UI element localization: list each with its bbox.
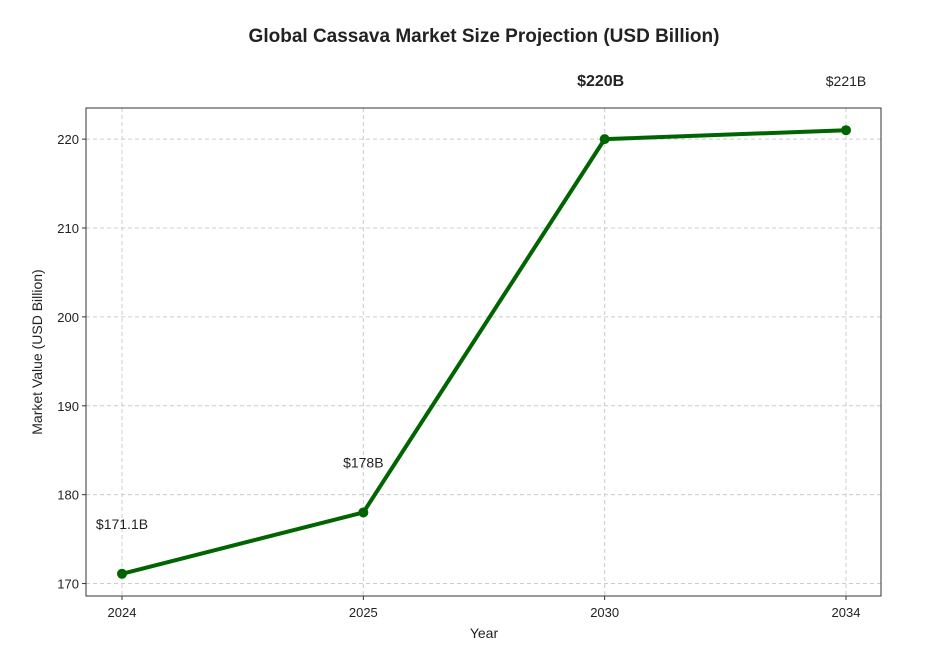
data-label: $221B <box>826 73 866 89</box>
y-tick-label: 190 <box>57 399 79 414</box>
y-tick-label: 170 <box>57 577 79 592</box>
x-tick-label: 2025 <box>349 605 378 620</box>
data-label: $171.1B <box>96 516 148 532</box>
y-tick-label: 220 <box>57 132 79 147</box>
x-axis: 2024 2025 2030 2034 <box>108 596 861 620</box>
x-tick-label: 2024 <box>108 605 137 620</box>
data-label: $178B <box>343 454 383 470</box>
x-tick-label: 2034 <box>832 605 861 620</box>
y-tick-label: 180 <box>57 488 79 503</box>
x-tick-label: 2030 <box>590 605 619 620</box>
y-axis: 170 180 190 200 210 220 <box>57 132 86 592</box>
data-point <box>358 507 369 518</box>
data-point <box>841 125 851 136</box>
data-point <box>117 568 127 579</box>
plot-frame <box>85 107 882 597</box>
y-tick-label: 210 <box>57 221 79 236</box>
data-label: $220B <box>577 73 624 90</box>
data-point <box>599 134 610 145</box>
chart-title: Global Cassava Market Size Projection (U… <box>249 26 720 47</box>
x-axis-label: Year <box>470 625 499 641</box>
annotations: $171.1B $178B $220B $221B <box>96 73 866 532</box>
y-axis-label: Market Value (USD Billion) <box>29 269 45 434</box>
grid <box>86 108 881 596</box>
series <box>117 125 851 579</box>
series-line <box>121 128 847 576</box>
y-tick-label: 200 <box>57 310 79 325</box>
